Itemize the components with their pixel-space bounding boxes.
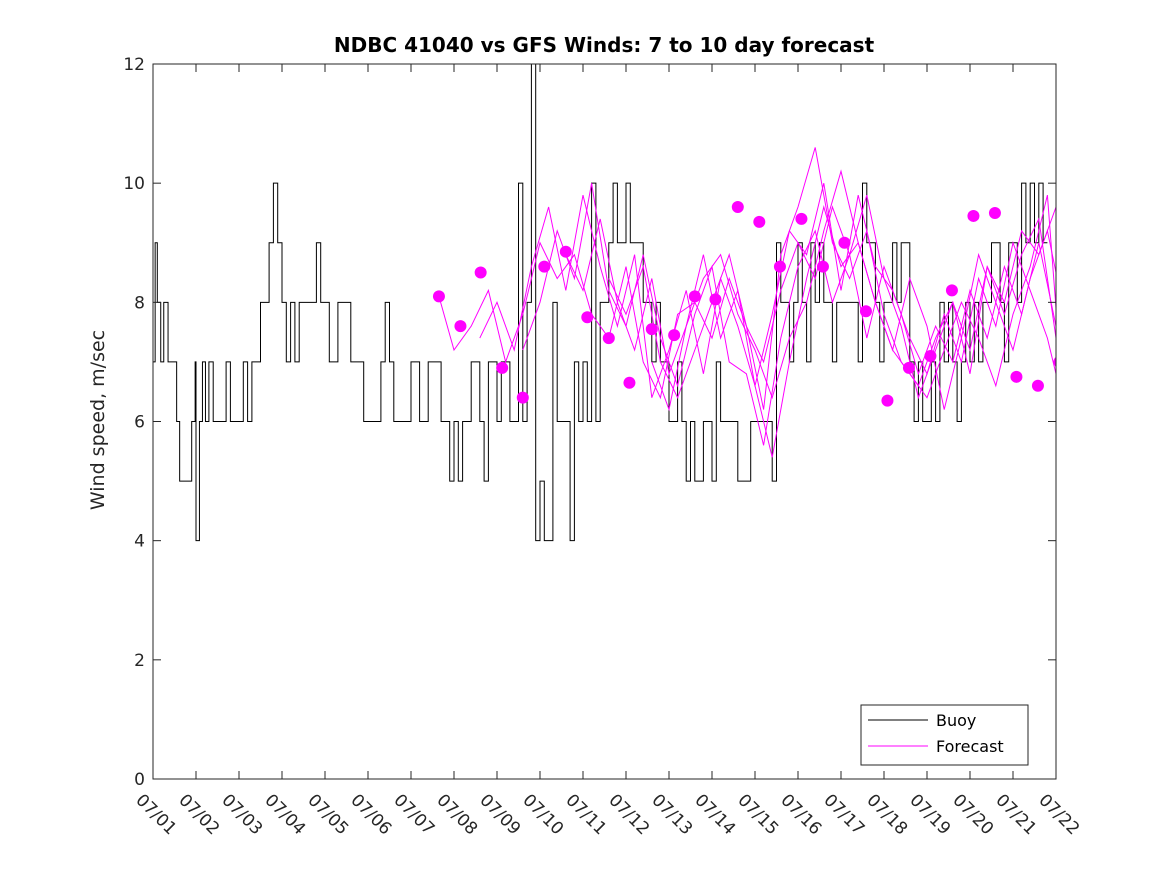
forecast-point xyxy=(496,361,509,374)
x-tick-label: 07/10 xyxy=(518,790,567,839)
forecast-point xyxy=(559,245,572,258)
series-group xyxy=(153,64,1087,542)
y-axis: 0 2 4 6 8 10 12 xyxy=(123,55,1056,790)
forecast-point xyxy=(773,260,786,273)
forecast-point xyxy=(602,332,615,345)
x-tick-label: 07/08 xyxy=(432,790,481,839)
forecast-point xyxy=(623,376,636,389)
forecast-point xyxy=(988,206,1001,219)
x-tick-label: 07/02 xyxy=(174,790,223,839)
x-tick-label: 07/15 xyxy=(733,790,782,839)
y-tick-label: 4 xyxy=(134,532,145,552)
forecast-point xyxy=(902,361,915,374)
forecast-trace-3 xyxy=(565,205,1056,458)
x-tick-label: 07/14 xyxy=(690,790,739,839)
forecast-trace-1 xyxy=(479,183,1056,398)
x-tick-label: 07/12 xyxy=(604,790,653,839)
y-tick-label: 6 xyxy=(134,413,145,433)
forecast-point xyxy=(816,260,829,273)
x-tick-label: 07/01 xyxy=(131,790,180,839)
x-tick-label: 07/11 xyxy=(561,790,610,839)
forecast-point xyxy=(538,260,551,273)
forecast-point xyxy=(432,290,445,303)
x-tick-label: 07/06 xyxy=(346,790,395,839)
forecast-point xyxy=(516,391,529,404)
forecast-point xyxy=(581,311,594,324)
legend-forecast-label: Forecast xyxy=(936,737,1004,756)
x-tick-label: 07/09 xyxy=(475,790,524,839)
chart-title: NDBC 41040 vs GFS Winds: 7 to 10 day for… xyxy=(334,33,875,57)
forecast-point xyxy=(709,293,722,306)
legend-buoy-label: Buoy xyxy=(936,711,976,730)
y-tick-label: 0 xyxy=(134,770,145,790)
plot-area xyxy=(153,64,1087,542)
forecast-point xyxy=(1053,357,1056,367)
forecast-trace-2 xyxy=(522,183,1056,446)
buoy-series-line xyxy=(153,64,1048,542)
y-tick-label: 8 xyxy=(134,293,145,313)
x-tick-label: 07/05 xyxy=(303,790,352,839)
forecast-point xyxy=(1075,344,1087,356)
x-tick-label: 07/16 xyxy=(776,790,825,839)
forecast-point xyxy=(668,329,681,342)
forecast-point xyxy=(645,323,658,336)
x-tick-label: 07/03 xyxy=(217,790,266,839)
forecast-point xyxy=(1031,379,1044,392)
x-tick-label: 07/13 xyxy=(647,790,696,839)
x-tick-label: 07/20 xyxy=(948,790,997,839)
forecast-point xyxy=(474,266,487,279)
x-tick-label: 07/04 xyxy=(260,790,309,839)
y-tick-label: 2 xyxy=(134,651,145,671)
forecast-point xyxy=(795,212,808,225)
x-tick-label: 07/17 xyxy=(819,790,868,839)
forecast-trace-4 xyxy=(608,205,1056,399)
forecast-point xyxy=(945,284,958,297)
plot-frame xyxy=(152,63,1057,780)
forecast-point xyxy=(731,201,744,213)
forecast-point xyxy=(881,394,894,407)
x-tick-label: 07/07 xyxy=(389,790,438,839)
forecast-point xyxy=(967,209,980,222)
x-tick-label: 07/22 xyxy=(1034,790,1083,839)
y-tick-label: 12 xyxy=(123,55,145,75)
x-tick-label: 07/21 xyxy=(991,790,1040,839)
y-tick-label: 10 xyxy=(123,174,145,194)
forecast-trace-5 xyxy=(651,169,1056,412)
forecast-point xyxy=(753,215,766,228)
forecast-point xyxy=(924,349,937,362)
forecast-point xyxy=(838,236,851,249)
forecast-point xyxy=(859,305,872,318)
forecast-point xyxy=(688,290,701,303)
legend-box xyxy=(860,704,1029,766)
x-tick-label: 07/19 xyxy=(905,790,954,839)
y-axis-label: Wind speed, m/sec xyxy=(87,330,109,510)
forecast-point xyxy=(1010,370,1023,383)
forecast-point xyxy=(454,320,467,333)
x-tick-label: 07/18 xyxy=(862,790,911,839)
legend: Buoy Forecast xyxy=(860,704,1029,766)
